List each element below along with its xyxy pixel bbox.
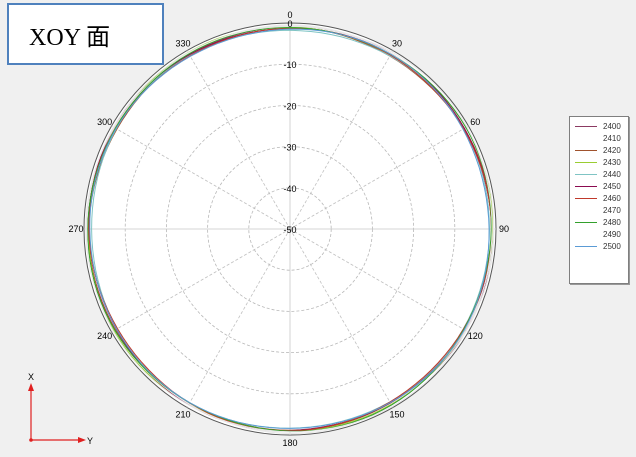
legend-item: 2470 [570, 204, 628, 216]
legend-swatch [575, 161, 597, 163]
grid-spoke [289, 228, 469, 333]
legend-item: 2450 [570, 180, 628, 192]
angle-label: 150 [389, 409, 404, 419]
legend-item: 2440 [570, 168, 628, 180]
legend-item: 2410 [570, 132, 628, 144]
legend-label: 2470 [603, 205, 621, 215]
angle-label: 60 [470, 117, 480, 127]
legend-swatch [575, 245, 597, 247]
legend-swatch [575, 137, 597, 139]
angle-label: 180 [282, 438, 297, 448]
grid-spoke [111, 125, 291, 230]
origin-dot-icon [29, 438, 33, 442]
legend-item: 2460 [570, 192, 628, 204]
legend-swatch [575, 173, 597, 175]
radial-label: -20 [283, 101, 296, 111]
legend-item: 2490 [570, 228, 628, 240]
legend-label: 2460 [603, 193, 621, 203]
legend-label: 2500 [603, 241, 621, 251]
angle-label: 90 [499, 224, 509, 234]
legend-swatch [575, 185, 597, 187]
angle-label: 120 [468, 331, 483, 341]
axis-labels: 0 30 60 90 120 150 180 210 240 270 300 330 0 -10 -20 -3… [68, 10, 509, 448]
legend-swatch [575, 125, 597, 127]
angle-label: 0 [287, 10, 292, 20]
legend-item: 2480 [570, 216, 628, 228]
legend-swatch [575, 149, 597, 151]
xy-axes-indicator: X Y [28, 372, 93, 446]
angle-label: 30 [392, 39, 402, 49]
series-layer [85, 24, 495, 435]
polar-grid [83, 22, 497, 436]
angle-label: 330 [175, 39, 190, 49]
plane-title: XOY 面 [7, 3, 164, 65]
series-line-2490 [86, 25, 493, 433]
legend-label: 2480 [603, 217, 621, 227]
legend-swatch [575, 197, 597, 199]
grid-spoke [111, 228, 291, 333]
legend: 2400 2410 2420 2430 2440 2450 2460 2470 2480 2490… [569, 116, 629, 284]
legend-label: 2430 [603, 157, 621, 167]
legend-swatch [575, 209, 597, 211]
grid-spoke [289, 125, 469, 230]
y-arrow-head-icon [78, 437, 86, 443]
radial-label: -10 [283, 60, 296, 70]
series-line-2480 [87, 27, 492, 432]
angle-label: 240 [97, 331, 112, 341]
x-axis-letter: X [28, 372, 34, 382]
grid-spoke [289, 228, 394, 408]
radial-label: -50 [283, 225, 296, 235]
legend-label: 2410 [603, 133, 621, 143]
legend-swatch [575, 221, 597, 223]
legend-item: 2420 [570, 144, 628, 156]
legend-item: 2400 [570, 120, 628, 132]
angle-label: 300 [97, 117, 112, 127]
angle-label: 210 [175, 409, 190, 419]
legend-swatch [575, 233, 597, 235]
radial-label: -30 [283, 143, 296, 153]
grid-spoke [289, 50, 394, 230]
radial-label: -40 [283, 184, 296, 194]
radial-label: 0 [287, 19, 292, 29]
angle-label: 270 [68, 224, 83, 234]
legend-label: 2490 [603, 229, 621, 239]
legend-item: 2430 [570, 156, 628, 168]
legend-label: 2400 [603, 121, 621, 131]
legend-label: 2440 [603, 169, 621, 179]
grid-spoke [186, 50, 291, 230]
x-arrow-head-icon [28, 383, 34, 391]
legend-label: 2450 [603, 181, 621, 191]
plane-title-text: XOY 面 [29, 24, 111, 51]
series-line-2500 [89, 28, 490, 429]
legend-item: 2500 [570, 240, 628, 252]
grid-spoke [186, 228, 291, 408]
y-axis-letter: Y [87, 436, 93, 446]
legend-label: 2420 [603, 145, 621, 155]
